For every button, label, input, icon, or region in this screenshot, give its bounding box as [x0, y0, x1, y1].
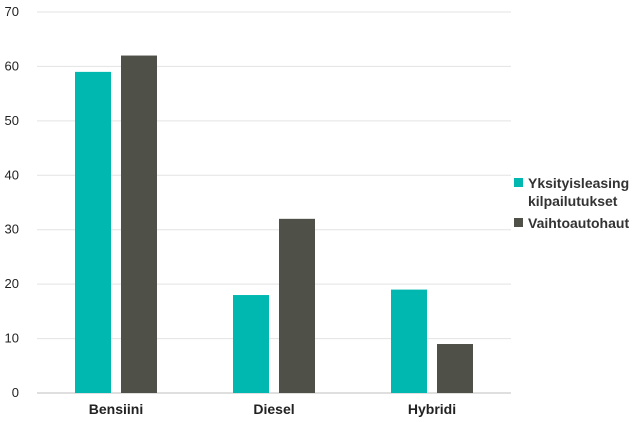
y-tick-label: 40	[5, 167, 19, 182]
legend-label-series-1: Yksityisleasing kilpailutukset	[528, 175, 630, 209]
x-axis-categories: Bensiini Diesel Hybridi	[89, 401, 456, 417]
y-axis-ticks: 0 10 20 30 40 50 60 70	[5, 4, 19, 400]
legend-item-series-1: Yksityisleasing kilpailutukset	[514, 174, 639, 210]
y-tick-label: 20	[5, 276, 19, 291]
x-category-label: Bensiini	[89, 401, 143, 417]
bar-bensiini-series-2	[121, 55, 157, 394]
y-tick-label: 30	[5, 222, 19, 237]
legend-swatch-series-2	[514, 218, 523, 227]
gridlines	[37, 11, 511, 340]
y-tick-label: 10	[5, 331, 19, 346]
legend-item-series-2: Vaihtoautohaut	[514, 214, 639, 232]
y-tick-label: 50	[5, 113, 19, 128]
x-category-label: Hybridi	[408, 401, 456, 417]
y-tick-label: 0	[12, 385, 19, 400]
bar-hybridi-series-2	[437, 344, 473, 393]
bars	[75, 55, 473, 394]
y-tick-label: 60	[5, 58, 19, 73]
legend: Yksityisleasing kilpailutukset Vaihtoaut…	[514, 174, 639, 236]
bar-diesel-series-2	[279, 218, 315, 393]
bar-diesel-series-1	[233, 295, 269, 393]
bar-bensiini-series-1	[75, 71, 111, 393]
x-category-label: Diesel	[253, 401, 294, 417]
legend-swatch-series-1	[514, 178, 523, 187]
y-tick-label: 70	[5, 4, 19, 19]
legend-label-series-2: Vaihtoautohaut	[528, 215, 630, 231]
bar-hybridi-series-1	[391, 289, 427, 393]
